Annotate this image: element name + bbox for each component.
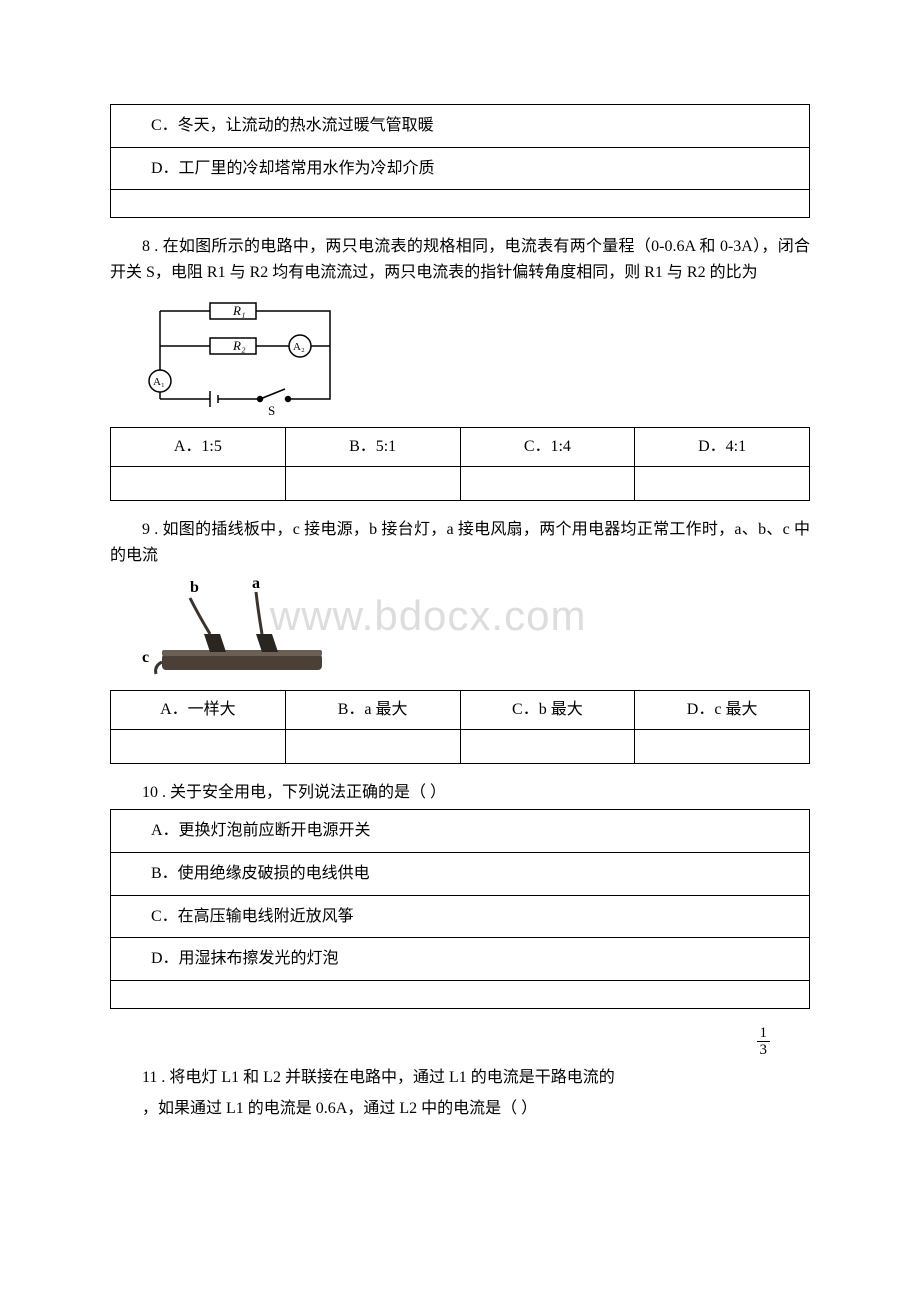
q10-empty-row bbox=[111, 980, 810, 1008]
q11-line2: ，如果通过 L1 的电流是 0.6A，通过 L2 中的电流是（ ） bbox=[110, 1096, 810, 1122]
q9-option-a: A．一样大 bbox=[111, 691, 286, 730]
q7-option-d: D．工厂里的冷却塔常用水作为冷却介质 bbox=[111, 147, 810, 190]
q9-option-d: D．c 最大 bbox=[635, 691, 810, 730]
q10-option-a: A．更换灯泡前应断开电源开关 bbox=[111, 810, 810, 853]
q9-options-table: A．一样大 B．a 最大 C．b 最大 D．c 最大 bbox=[110, 690, 810, 764]
q10-option-b: B．使用绝缘皮破损的电线供电 bbox=[111, 852, 810, 895]
q7-empty-row bbox=[111, 190, 810, 218]
q8-option-b: B．5:1 bbox=[285, 428, 460, 467]
label-a1: A₁ bbox=[153, 376, 165, 388]
q8-circuit-diagram: R₁ R₂ A₂ A₁ S bbox=[140, 291, 350, 421]
q8-option-d: D．4:1 bbox=[635, 428, 810, 467]
q11-fraction-float: 1 3 bbox=[110, 1025, 810, 1059]
q8-option-a: A．1:5 bbox=[111, 428, 286, 467]
q9-option-c: C．b 最大 bbox=[460, 691, 635, 730]
label-b: b bbox=[190, 579, 199, 596]
q10-text: 10 . 关于安全用电，下列说法正确的是（ ） bbox=[110, 780, 810, 806]
label-c: c bbox=[142, 649, 149, 666]
q7-option-c: C．冬天，让流动的热水流过暖气管取暖 bbox=[111, 105, 810, 148]
label-s: S bbox=[268, 403, 275, 418]
fraction-one-third: 1 3 bbox=[757, 1025, 771, 1059]
q10-option-c: C．在高压输电线附近放风筝 bbox=[111, 895, 810, 938]
label-r1: R₁ bbox=[232, 303, 245, 318]
q10-options-table: A．更换灯泡前应断开电源开关 B．使用绝缘皮破损的电线供电 C．在高压输电线附近… bbox=[110, 809, 810, 1008]
q9-option-b: B．a 最大 bbox=[285, 691, 460, 730]
q11-line1: 11 . 将电灯 L1 和 L2 并联接在电路中，通过 L1 的电流是干路电流的 bbox=[110, 1065, 810, 1091]
label-a2: A₂ bbox=[293, 341, 305, 353]
label-a: a bbox=[252, 575, 260, 592]
label-r2: R₂ bbox=[232, 338, 246, 353]
q9-text: 9 . 如图的插线板中，c 接电源，b 接台灯，a 接电风扇，两个用电器均正常工… bbox=[110, 517, 810, 568]
q9-plugboard-diagram: b a c bbox=[140, 574, 330, 684]
q8-option-c: C．1:4 bbox=[460, 428, 635, 467]
q10-option-d: D．用湿抹布擦发光的灯泡 bbox=[111, 938, 810, 981]
q7-options-table: C．冬天，让流动的热水流过暖气管取暖 D．工厂里的冷却塔常用水作为冷却介质 bbox=[110, 104, 810, 218]
q8-text: 8 . 在如图所示的电路中，两只电流表的规格相同，电流表有两个量程（0-0.6A… bbox=[110, 234, 810, 285]
q8-options-table: A．1:5 B．5:1 C．1:4 D．4:1 bbox=[110, 427, 810, 501]
